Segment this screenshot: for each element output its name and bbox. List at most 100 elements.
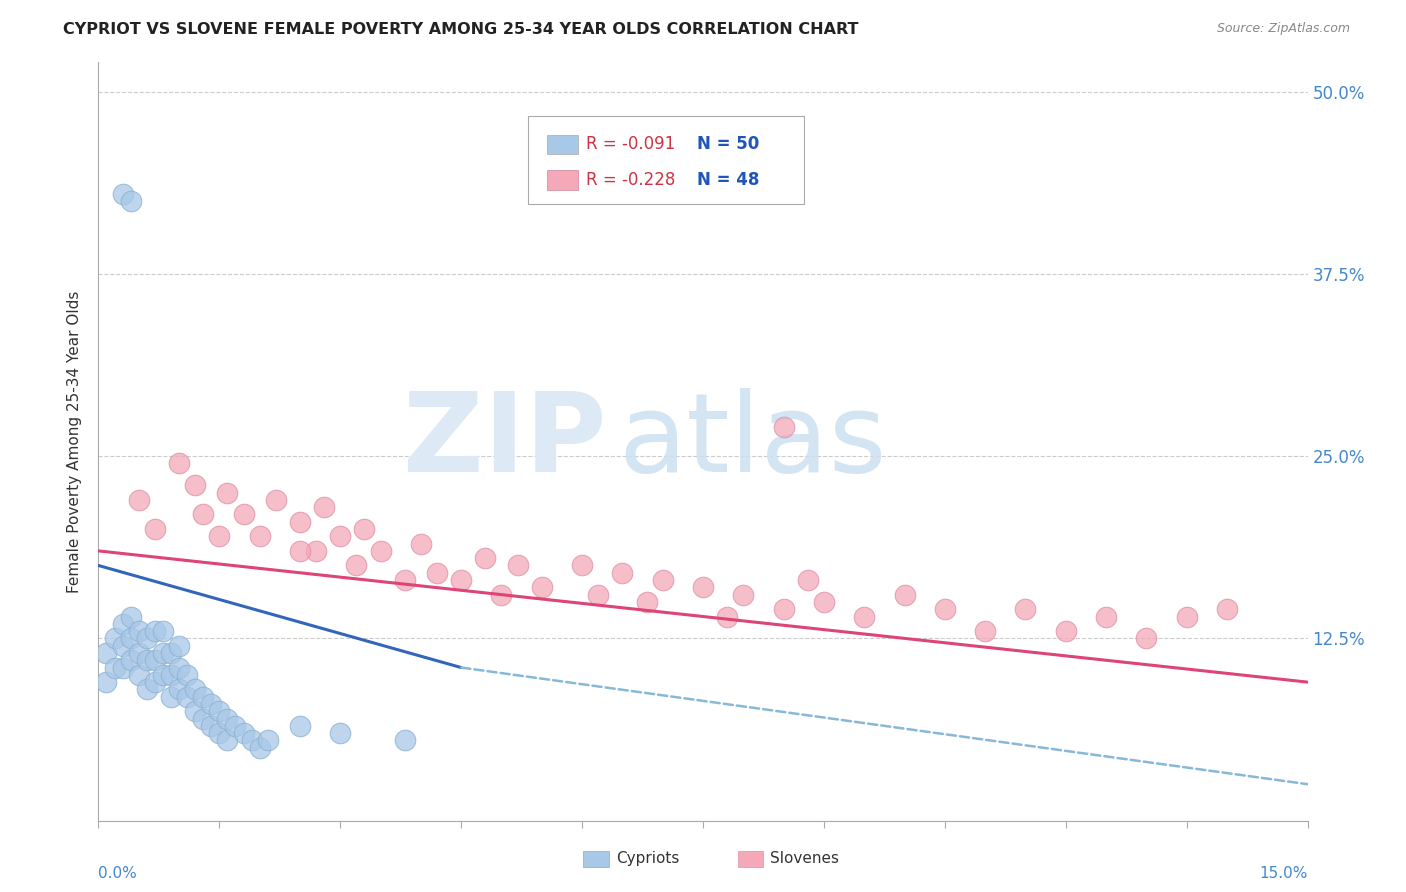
Text: R = -0.228: R = -0.228: [586, 171, 675, 189]
Text: Source: ZipAtlas.com: Source: ZipAtlas.com: [1216, 22, 1350, 36]
Text: N = 48: N = 48: [697, 171, 759, 189]
Point: [152, 646, 174, 660]
Point: [394, 573, 416, 587]
Text: 0.0%: 0.0%: [98, 866, 138, 881]
Point: [217, 733, 239, 747]
Point: [167, 682, 190, 697]
Point: [103, 632, 125, 646]
Point: [160, 668, 183, 682]
Point: [491, 588, 513, 602]
Point: [426, 566, 449, 580]
Point: [474, 551, 496, 566]
Point: [636, 595, 658, 609]
Point: [200, 719, 222, 733]
Point: [111, 639, 134, 653]
Text: Slovenes: Slovenes: [770, 852, 839, 866]
Point: [111, 186, 134, 201]
Point: [120, 609, 142, 624]
Point: [128, 492, 150, 507]
Point: [111, 616, 134, 631]
Text: R = -0.091: R = -0.091: [586, 136, 675, 153]
Point: [249, 529, 271, 543]
Point: [353, 522, 375, 536]
Point: [305, 544, 328, 558]
Point: [329, 529, 352, 543]
Point: [208, 529, 231, 543]
Point: [1095, 609, 1118, 624]
Point: [288, 544, 311, 558]
Point: [143, 653, 166, 667]
Point: [733, 588, 755, 602]
Point: [1175, 609, 1198, 624]
Point: [530, 580, 553, 594]
Point: [329, 726, 352, 740]
Text: ZIP: ZIP: [404, 388, 606, 495]
Point: [160, 690, 183, 704]
Point: [1014, 602, 1036, 616]
Point: [152, 668, 174, 682]
Point: [1135, 632, 1157, 646]
Point: [1216, 602, 1239, 616]
Y-axis label: Female Poverty Among 25-34 Year Olds: Female Poverty Among 25-34 Year Olds: [67, 291, 83, 592]
Point: [288, 719, 311, 733]
Point: [200, 697, 222, 711]
Point: [160, 646, 183, 660]
Point: [370, 544, 392, 558]
Point: [217, 485, 239, 500]
Point: [772, 420, 794, 434]
Text: atlas: atlas: [619, 388, 887, 495]
Point: [193, 712, 215, 726]
Point: [176, 690, 198, 704]
Point: [571, 558, 593, 573]
Point: [111, 660, 134, 674]
Point: [692, 580, 714, 594]
Point: [184, 478, 207, 492]
Point: [651, 573, 673, 587]
Point: [232, 508, 254, 522]
Point: [135, 653, 157, 667]
Point: [249, 740, 271, 755]
Point: [103, 660, 125, 674]
Point: [934, 602, 956, 616]
Point: [264, 492, 287, 507]
Point: [409, 536, 432, 550]
Point: [143, 675, 166, 690]
Point: [96, 646, 118, 660]
Point: [143, 624, 166, 639]
Point: [143, 522, 166, 536]
Point: [288, 515, 311, 529]
Point: [135, 682, 157, 697]
Point: [893, 588, 915, 602]
Point: [128, 668, 150, 682]
Text: 15.0%: 15.0%: [1260, 866, 1308, 881]
Point: [167, 457, 190, 471]
Point: [167, 639, 190, 653]
Point: [344, 558, 367, 573]
Point: [314, 500, 336, 515]
Point: [240, 733, 263, 747]
Point: [96, 675, 118, 690]
Point: [772, 602, 794, 616]
Point: [120, 653, 142, 667]
Point: [1054, 624, 1077, 639]
Point: [224, 719, 246, 733]
Point: [716, 609, 738, 624]
Point: [128, 646, 150, 660]
Point: [208, 726, 231, 740]
Text: Cypriots: Cypriots: [616, 852, 679, 866]
Point: [797, 573, 820, 587]
Text: N = 50: N = 50: [697, 136, 759, 153]
Point: [232, 726, 254, 740]
Point: [586, 588, 609, 602]
Point: [193, 508, 215, 522]
Point: [853, 609, 876, 624]
Point: [612, 566, 634, 580]
Point: [135, 632, 157, 646]
Point: [217, 712, 239, 726]
Point: [167, 660, 190, 674]
Point: [184, 682, 207, 697]
Text: CYPRIOT VS SLOVENE FEMALE POVERTY AMONG 25-34 YEAR OLDS CORRELATION CHART: CYPRIOT VS SLOVENE FEMALE POVERTY AMONG …: [63, 22, 859, 37]
Point: [128, 624, 150, 639]
Point: [256, 733, 278, 747]
Point: [394, 733, 416, 747]
